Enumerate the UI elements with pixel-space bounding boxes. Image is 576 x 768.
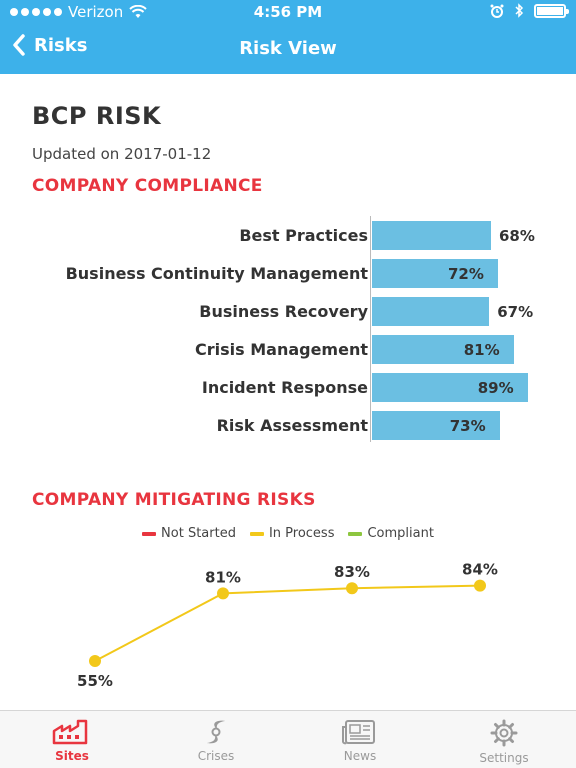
back-label: Risks [34, 34, 88, 56]
page-title: BCP RISK [32, 102, 162, 130]
mitigating-line-chart: 55% 81% 83% 84% [77, 561, 498, 690]
legend-item-compliant: Compliant [348, 526, 434, 541]
tab-label-sites: Sites [55, 749, 89, 763]
bar-row: Business Recovery 67% [0, 296, 576, 326]
gear-icon [490, 719, 518, 747]
nav-title: Risk View [239, 38, 337, 59]
bluetooth-icon [515, 3, 524, 18]
line-point [474, 579, 486, 592]
status-time: 4:56 PM [253, 3, 323, 21]
bar-category-label: Crisis Management [195, 340, 368, 359]
line-value-label: 55% [77, 672, 113, 690]
nav-bar: Risks Risk View [0, 24, 576, 74]
tab-settings[interactable]: Settings [432, 711, 576, 768]
compliance-title: COMPANY COMPLIANCE [32, 176, 263, 196]
line-value-label: 84% [462, 561, 498, 579]
bar-axis-line [370, 216, 371, 442]
status-bar: Verizon 4:56 PM [0, 0, 576, 24]
bar-row: Best Practices 68% [0, 220, 576, 250]
header: Verizon 4:56 PM Risks [0, 0, 576, 74]
legend-label: In Process [268, 526, 335, 541]
bar-row: Crisis Management 81% [0, 334, 576, 364]
mitigating-title: COMPANY MITIGATING RISKS [32, 490, 316, 510]
bar [372, 259, 498, 288]
line-value-label: 83% [334, 563, 370, 581]
line-point [217, 587, 229, 600]
bar-row: Incident Response 89% [0, 372, 576, 402]
tab-crises[interactable]: Crises [144, 711, 288, 768]
bar-value-label: 67% [497, 303, 534, 321]
bar-category-label: Business Recovery [199, 302, 368, 321]
series-line-in-process [94, 584, 481, 662]
bar-value-label: 81% [463, 341, 500, 359]
hurricane-icon [207, 720, 225, 744]
bar-category-label: Risk Assessment [216, 416, 368, 435]
legend-swatch-compliant [348, 531, 363, 536]
bar-value-label: 89% [477, 379, 514, 397]
legend-label: Not Started [161, 526, 236, 541]
bar [372, 221, 491, 250]
updated-date: Updated on 2017-01-12 [32, 145, 212, 163]
status-right [490, 3, 569, 18]
carrier-group: Verizon [10, 3, 147, 21]
legend-swatch-in-process [249, 531, 264, 536]
wifi-icon [129, 5, 147, 18]
line-point [89, 655, 101, 667]
legend-item-not-started: Not Started [142, 526, 236, 541]
tab-news[interactable]: News [288, 711, 432, 768]
bar-row: Risk Assessment 73% [0, 410, 576, 440]
bar-category-label: Best Practices [239, 226, 368, 245]
newspaper-icon [342, 720, 375, 745]
bar [372, 335, 514, 364]
bar-value-label: 68% [499, 227, 535, 245]
chevron-left-icon [13, 34, 25, 56]
alarm-icon [490, 4, 504, 18]
bar [372, 297, 490, 326]
tab-label-crises: Crises [197, 749, 235, 763]
bar-value-label: 73% [449, 417, 486, 435]
carrier-label: Verizon [68, 3, 124, 21]
legend-item-in-process: In Process [249, 526, 335, 541]
back-button[interactable]: Risks [12, 34, 87, 56]
bar-row: Business Continuity Management 72% [0, 258, 576, 288]
tab-label-settings: Settings [479, 751, 529, 765]
line-value-label: 81% [205, 568, 241, 586]
compliance-bar-chart: Best Practices 68% Business Continuity Man… [0, 216, 576, 446]
legend-swatch-not-started [142, 531, 157, 536]
line-point [346, 582, 358, 595]
bar [372, 373, 528, 402]
tab-sites[interactable]: Sites [0, 711, 144, 768]
line-legend: Not Started In Process Compliant [0, 526, 576, 541]
bar-category-label: Business Continuity Management [65, 264, 368, 283]
legend-label: Compliant [367, 526, 434, 541]
bar-category-label: Incident Response [201, 378, 368, 397]
bar-value-label: 72% [448, 265, 484, 283]
battery-icon [534, 3, 569, 18]
factory-icon [52, 719, 88, 745]
bar [372, 411, 500, 440]
tab-bar: Sites Crises News Settings [0, 710, 576, 768]
tab-label-news: News [343, 749, 377, 763]
signal-icon [10, 8, 62, 16]
